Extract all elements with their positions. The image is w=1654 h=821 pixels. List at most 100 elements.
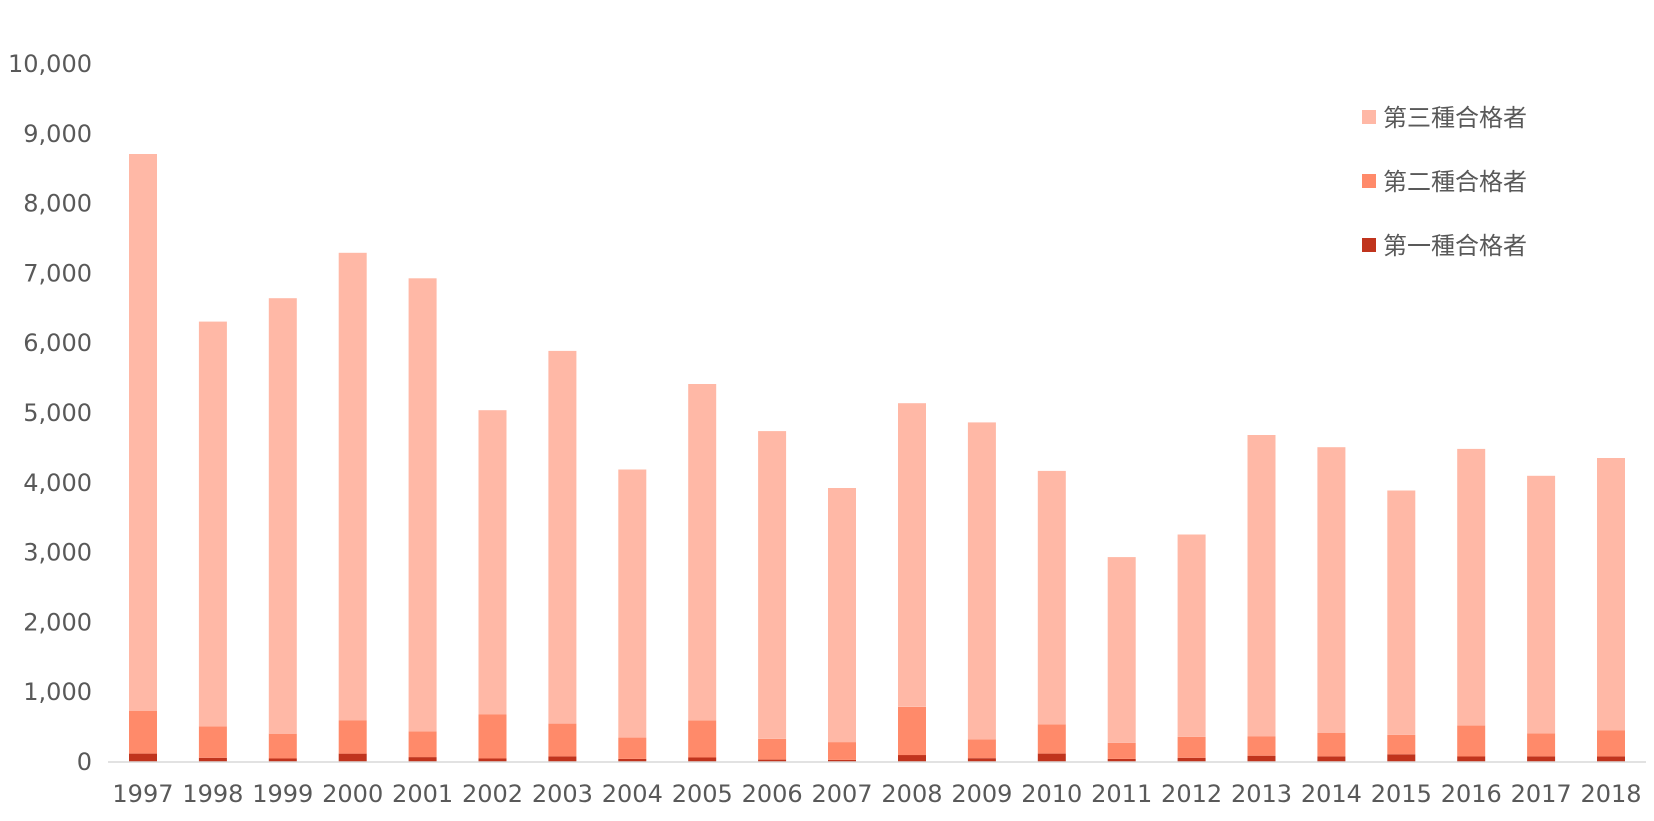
bar-2016-series-3 [1457,448,1486,726]
bar-2007-series-3 [828,488,856,743]
bar-2014-series-3 [1317,447,1346,733]
x-tick-label: 2016 [1441,780,1502,808]
y-tick-label: 9,000 [23,120,92,148]
bar-2013-series-3 [1247,435,1276,737]
bar-2017-series-1 [1527,756,1556,762]
bar-2012-series-1 [1177,757,1206,762]
bar-2001-series-3 [408,278,437,732]
bar-1997-series-1 [129,753,157,762]
bar-2013-series-2 [1247,736,1276,756]
bar-2008-series-2 [898,706,926,756]
x-tick-label: 2000 [322,780,383,808]
bar-2010-series-1 [1037,753,1066,762]
bar-2010-series-3 [1037,470,1066,725]
x-tick-label: 2012 [1161,780,1222,808]
bar-2011-series-1 [1107,758,1136,762]
bar-2011-series-2 [1107,742,1136,759]
bar-1998-series-3 [198,321,227,727]
x-tick-label: 2010 [1021,780,1082,808]
bar-1999-series-1 [268,758,297,762]
bar-2007-series-1 [828,759,856,762]
bar-2000-series-1 [338,753,367,762]
legend-swatch [1362,238,1376,252]
bar-2016-series-1 [1457,756,1486,762]
x-tick-label: 2013 [1231,780,1292,808]
x-tick-label: 2007 [812,780,873,808]
bar-2015-series-2 [1387,734,1416,755]
y-tick-label: 6,000 [23,329,92,357]
bar-2013-series-1 [1247,755,1276,762]
bar-2005-series-3 [688,384,717,721]
bar-2004-series-2 [618,737,647,759]
x-tick-label: 2004 [602,780,663,808]
y-axis: 0 1,000 2,000 3,000 4,000 5,000 6,000 7,000 8,00… [8,50,92,776]
bar-2002-series-1 [478,758,507,762]
bar-2002-series-3 [478,410,507,715]
bar-2009-series-1 [967,758,996,762]
bar-2008-series-3 [898,403,926,707]
x-axis: 1997 1998 1999 2000 2001 2002 2003 2004 2005 2006… [108,761,1646,808]
y-tick-label: 7,000 [23,259,92,287]
bar-2003-series-2 [548,723,577,757]
bar-2003-series-1 [548,756,577,762]
x-tick-label: 1998 [182,780,243,808]
bar-2016-series-2 [1457,725,1486,757]
bar-2018-series-3 [1597,458,1625,731]
bar-2010-series-2 [1037,724,1066,754]
x-tick-label: 2006 [742,780,803,808]
bar-2012-series-2 [1177,736,1206,758]
bar-2009-series-2 [967,739,996,759]
bar-2009-series-3 [967,422,996,740]
x-tick-label: 2003 [532,780,593,808]
x-tick-label: 2011 [1091,780,1152,808]
x-tick-label: 2015 [1371,780,1432,808]
bar-2011-series-3 [1107,557,1136,743]
bar-2007-series-2 [828,742,856,760]
bar-2015-series-3 [1387,490,1416,735]
x-tick-label: 2017 [1511,780,1572,808]
bar-2014-series-1 [1317,756,1346,762]
bars-group [129,154,1625,762]
bar-1997-series-2 [129,711,157,754]
x-tick-label: 2008 [881,780,942,808]
bar-2018-series-1 [1597,756,1625,762]
bar-2006-series-3 [758,431,787,739]
x-tick-label: 2014 [1301,780,1362,808]
x-tick-label: 1997 [112,780,173,808]
bar-2005-series-1 [688,757,717,762]
y-tick-label: 0 [77,748,92,776]
bar-2014-series-2 [1317,732,1346,757]
bar-2005-series-2 [688,720,717,758]
y-tick-label: 1,000 [23,678,92,706]
y-tick-label: 2,000 [23,608,92,636]
bar-2000-series-3 [338,252,367,721]
y-tick-label: 8,000 [23,190,92,218]
x-tick-label: 1999 [252,780,313,808]
x-tick-label: 2002 [462,780,523,808]
y-tick-label: 10,000 [8,50,92,78]
bar-2015-series-1 [1387,754,1416,762]
bar-2000-series-2 [338,720,367,754]
x-tick-label: 2001 [392,780,453,808]
x-tick-label: 2005 [672,780,733,808]
legend-label: 第三種合格者 [1383,104,1527,132]
bar-1998-series-2 [198,726,227,758]
bar-2002-series-2 [478,714,507,759]
bar-2017-series-2 [1527,733,1556,757]
y-tick-label: 4,000 [23,469,92,497]
bar-2006-series-1 [758,759,787,762]
bar-2003-series-3 [548,350,577,724]
y-tick-label: 5,000 [23,399,92,427]
bar-2012-series-3 [1177,534,1206,737]
bar-1999-series-3 [268,298,297,734]
bar-2006-series-2 [758,739,787,760]
bar-1998-series-1 [198,757,227,762]
bar-2008-series-1 [898,755,926,762]
bar-2017-series-3 [1527,475,1556,734]
bar-2001-series-1 [408,757,437,762]
y-tick-label: 3,000 [23,539,92,567]
legend-swatch [1362,110,1376,124]
bar-2004-series-1 [618,758,647,762]
